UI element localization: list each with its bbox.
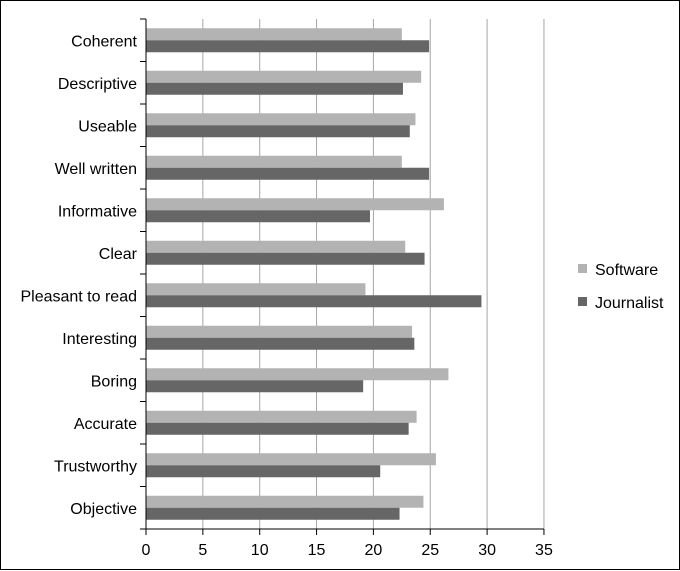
bar-software-pleasant-to-read bbox=[146, 283, 366, 296]
bar-journalist-informative bbox=[146, 210, 370, 223]
bar-software-coherent bbox=[146, 28, 402, 41]
category-label-coherent: Coherent bbox=[71, 33, 137, 50]
x-tick-label-0: 0 bbox=[142, 542, 151, 559]
category-labels: Coherent Descriptive Useable Well written In… bbox=[20, 33, 137, 518]
axes bbox=[140, 18, 545, 535]
legend-label-journalist: Journalist bbox=[595, 295, 664, 312]
gridlines bbox=[202, 19, 545, 529]
category-label-descriptive: Descriptive bbox=[58, 76, 137, 93]
category-label-informative: Informative bbox=[58, 203, 137, 220]
bar-journalist-pleasant-to-read bbox=[146, 295, 482, 308]
bar-journalist-descriptive bbox=[146, 82, 403, 95]
category-label-trustworthy: Trustworthy bbox=[54, 458, 137, 475]
legend-swatch-software bbox=[578, 264, 587, 273]
bar-software-trustworthy bbox=[146, 453, 436, 466]
category-label-useable: Useable bbox=[78, 118, 137, 135]
x-tick-label-20: 20 bbox=[365, 542, 383, 559]
bar-journalist-well-written bbox=[146, 167, 430, 180]
x-tick-label-10: 10 bbox=[251, 542, 269, 559]
tick-labels: 0 5 10 15 20 25 30 35 bbox=[142, 542, 553, 559]
category-label-accurate: Accurate bbox=[74, 416, 137, 433]
x-tick-label-35: 35 bbox=[535, 542, 553, 559]
bar-journalist-coherent bbox=[146, 40, 430, 53]
bar-software-objective bbox=[146, 495, 424, 508]
bar-software-informative bbox=[146, 198, 444, 211]
bar-journalist-clear bbox=[146, 252, 425, 265]
legend-swatch-journalist bbox=[578, 297, 587, 306]
bars bbox=[146, 28, 482, 520]
bar-journalist-accurate bbox=[146, 422, 409, 435]
bar-journalist-boring bbox=[146, 380, 364, 393]
category-label-well-written: Well written bbox=[55, 161, 137, 178]
bar-software-well-written bbox=[146, 155, 402, 168]
bar-software-clear bbox=[146, 240, 406, 253]
category-label-boring: Boring bbox=[91, 373, 137, 390]
x-tick-label-30: 30 bbox=[478, 542, 496, 559]
bar-journalist-objective bbox=[146, 507, 400, 520]
bar-software-useable bbox=[146, 113, 416, 126]
legend-label-software: Software bbox=[595, 262, 658, 279]
bar-software-accurate bbox=[146, 410, 417, 423]
bar-software-descriptive bbox=[146, 70, 422, 83]
bar-journalist-useable bbox=[146, 125, 410, 138]
bar-journalist-interesting bbox=[146, 337, 415, 350]
category-label-clear: Clear bbox=[99, 246, 138, 263]
x-tick-label-25: 25 bbox=[421, 542, 439, 559]
category-label-interesting: Interesting bbox=[62, 331, 137, 348]
bar-journalist-trustworthy bbox=[146, 465, 381, 478]
x-tick-label-15: 15 bbox=[308, 542, 326, 559]
legend: Software Journalist bbox=[578, 262, 664, 312]
category-label-objective: Objective bbox=[70, 501, 137, 518]
bar-software-interesting bbox=[146, 325, 413, 338]
category-label-pleasant-to-read: Pleasant to read bbox=[20, 288, 137, 305]
x-tick-label-5: 5 bbox=[198, 542, 207, 559]
bar-software-boring bbox=[146, 368, 449, 381]
